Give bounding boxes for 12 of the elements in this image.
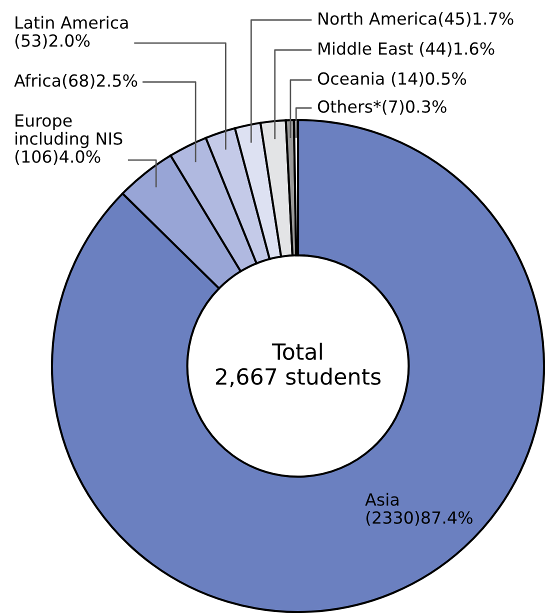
slice-label: Europe including NIS xyxy=(16,114,122,148)
slice-label: Asia xyxy=(365,492,398,506)
slice-label: Africa(68)2.5% xyxy=(14,74,138,89)
data-label: (53)2.0% xyxy=(15,34,90,49)
text: Total 2,667 students xyxy=(216,342,381,388)
data-label: (2330)87.4% xyxy=(366,510,472,526)
slice-label: Others*(7)0.3% xyxy=(318,100,446,115)
slice-label: Oceania (14)0.5% xyxy=(318,72,466,87)
data-label: (106)4.0% xyxy=(15,150,100,165)
slice-label: North America(45)1.7% xyxy=(318,12,514,27)
slice-label: Middle East (44)1.6% xyxy=(318,42,494,57)
slice-label: Latin America xyxy=(16,16,128,29)
